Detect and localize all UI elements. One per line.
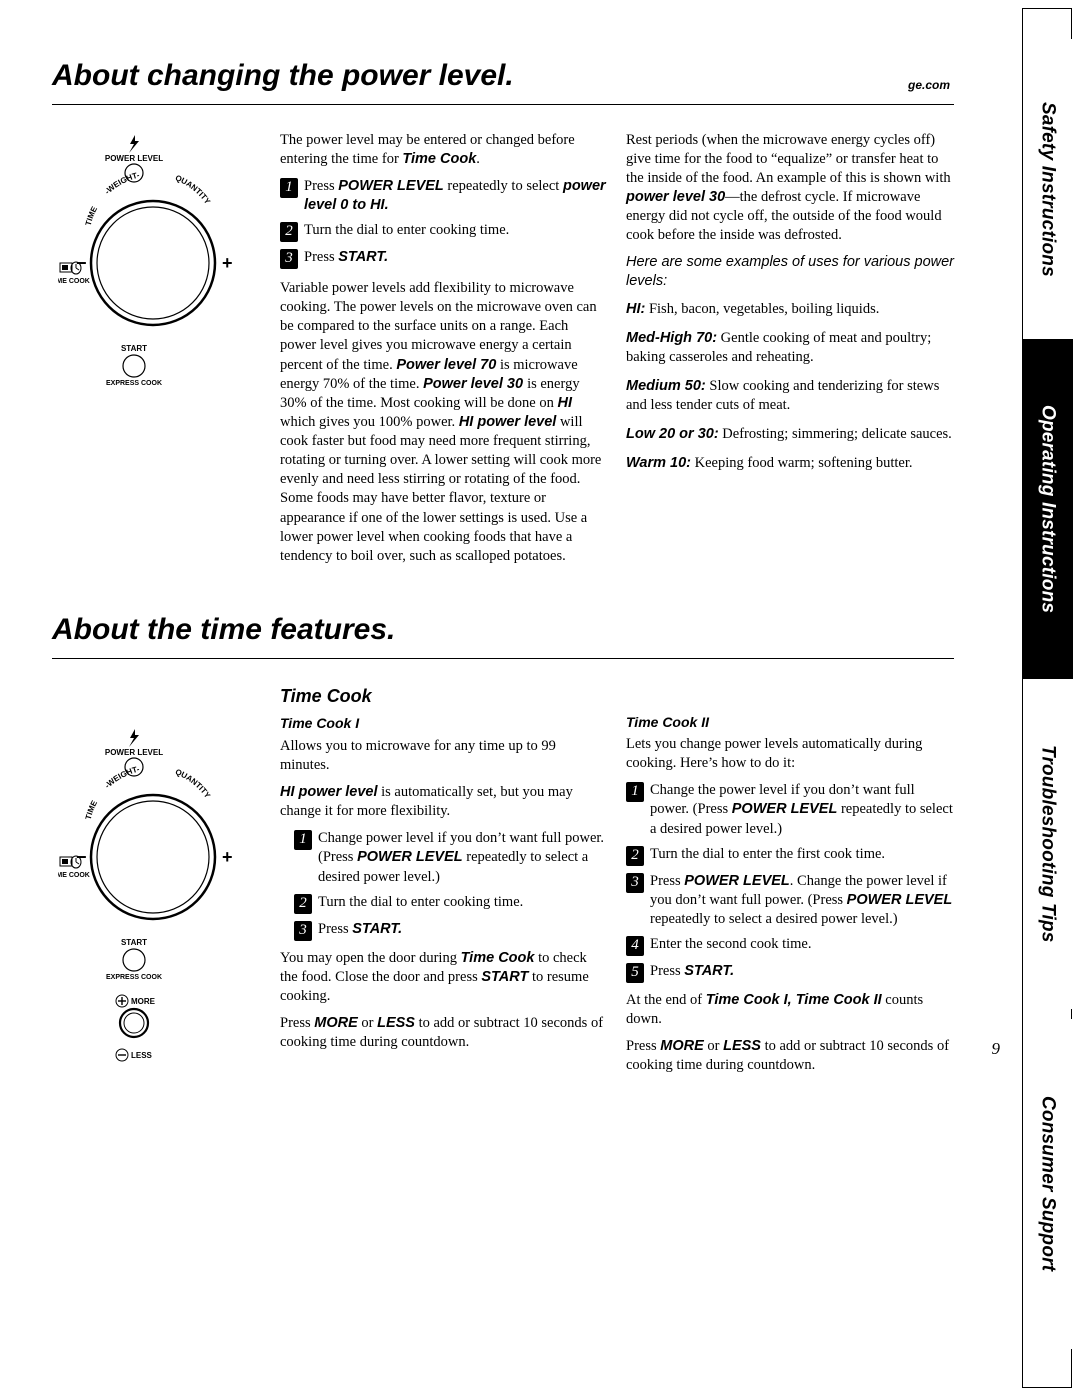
svg-text:−: −: [76, 253, 87, 273]
step: 5Press START.: [626, 962, 954, 983]
manual-page: About changing the power level. ge.com P…: [0, 0, 1080, 1097]
svg-text:-WEIGHT-: -WEIGHT-: [103, 170, 141, 196]
tc2-p1: Lets you change power levels automatical…: [626, 735, 954, 773]
power-level-item: Warm 10: Keeping food warm; softening bu…: [626, 454, 954, 473]
section2-columns: POWER LEVEL TIME -WEIGHT- QUANTITY − + T…: [52, 685, 954, 1097]
svg-text:EXPRESS COOK: EXPRESS COOK: [106, 974, 162, 981]
section1-right-text: Rest periods (when the microwave energy …: [626, 131, 954, 574]
rest-periods-paragraph: Rest periods (when the microwave energy …: [626, 131, 954, 246]
step-number-icon: 2: [280, 222, 298, 242]
intro-paragraph: The power level may be entered or change…: [280, 131, 608, 169]
step-number-icon: 1: [626, 782, 644, 802]
sidebar-tab: Safety Instructions: [1023, 39, 1073, 339]
time-cook-1-column: Time Cook Time Cook I Allows you to micr…: [280, 685, 608, 1097]
step-number-icon: 3: [626, 873, 644, 893]
step: 3Press START.: [294, 920, 608, 941]
step-number-icon: 1: [280, 178, 298, 198]
time-cook-2-column: Time Cook II Lets you change power level…: [626, 685, 954, 1097]
section1-left-text: The power level may be entered or change…: [280, 131, 608, 574]
time-cook-heading: Time Cook: [280, 685, 608, 709]
step-2: 2 Turn the dial to enter cooking time.: [280, 221, 608, 242]
step-1: 1 Press POWER LEVEL repeatedly to select…: [280, 177, 608, 215]
svg-text:+: +: [222, 253, 233, 273]
control-diagram-1: POWER LEVEL TIME -WEIGHT- QUANTITY − +: [52, 131, 262, 574]
power-level-item: Med-High 70: Gentle cooking of meat and …: [626, 329, 954, 367]
sidebar-tab: Consumer Support: [1023, 1019, 1073, 1349]
step: 3Press POWER LEVEL. Change the power lev…: [626, 872, 954, 929]
step-number-icon: 4: [626, 936, 644, 956]
svg-text:QUANTITY: QUANTITY: [174, 767, 213, 800]
step: 4Enter the second cook time.: [626, 935, 954, 956]
section-title-power-level: About changing the power level. ge.com: [52, 56, 954, 105]
flexibility-paragraph: Variable power levels add flexibility to…: [280, 279, 608, 566]
svg-text:MORE: MORE: [131, 997, 156, 1006]
step-number-icon: 5: [626, 963, 644, 983]
sidebar-tabs: Safety InstructionsOperating Instruction…: [1022, 8, 1072, 1388]
svg-text:TIME COOK: TIME COOK: [58, 278, 90, 285]
sidebar-tab: Operating Instructions: [1023, 339, 1073, 679]
tc1-p3: You may open the door during Time Cook t…: [280, 949, 608, 1006]
step: 1Change power level if you don’t want fu…: [294, 829, 608, 886]
power-level-item: Low 20 or 30: Defrosting; simmering; del…: [626, 425, 954, 444]
step: 1Change the power level if you don’t wan…: [626, 781, 954, 838]
step-number-icon: 1: [294, 830, 312, 850]
step-3: 3 Press START.: [280, 248, 608, 269]
step: 2Turn the dial to enter cooking time.: [294, 893, 608, 914]
step-number-icon: 3: [280, 249, 298, 269]
svg-text:START: START: [121, 344, 147, 353]
svg-text:EXPRESS COOK: EXPRESS COOK: [106, 380, 162, 387]
tc2-p3: Press MORE or LESS to add or subtract 10…: [626, 1037, 954, 1075]
svg-text:LESS: LESS: [131, 1051, 153, 1060]
section1-columns: POWER LEVEL TIME -WEIGHT- QUANTITY − +: [52, 131, 954, 574]
svg-text:TIME: TIME: [84, 798, 100, 820]
examples-intro: Here are some examples of uses for vario…: [626, 253, 954, 291]
power-level-label: POWER LEVEL: [105, 154, 163, 163]
page-number: 9: [992, 1038, 1001, 1060]
svg-text:POWER LEVEL: POWER LEVEL: [105, 748, 163, 757]
svg-text:QUANTITY: QUANTITY: [174, 173, 213, 206]
svg-text:-WEIGHT-: -WEIGHT-: [103, 764, 141, 790]
power-level-item: HI: Fish, bacon, vegetables, boiling liq…: [626, 300, 954, 319]
step-number-icon: 2: [626, 846, 644, 866]
sidebar-tab: Troubleshooting Tips: [1023, 679, 1073, 1009]
svg-text:+: +: [222, 847, 233, 867]
section-title-time-features: About the time features.: [52, 610, 954, 659]
tc1-p2: HI power level is automatically set, but…: [280, 783, 608, 821]
svg-text:START: START: [121, 938, 147, 947]
svg-text:TIME: TIME: [84, 204, 100, 226]
ge-com-link: ge.com: [908, 78, 950, 94]
power-level-item: Medium 50: Slow cooking and tenderizing …: [626, 377, 954, 415]
tc1-p4: Press MORE or LESS to add or subtract 10…: [280, 1014, 608, 1052]
tc2-p2: At the end of Time Cook I, Time Cook II …: [626, 991, 954, 1029]
time-cook-2-subhead: Time Cook II: [626, 713, 954, 731]
title-text: About changing the power level.: [52, 59, 514, 92]
step-number-icon: 2: [294, 894, 312, 914]
tc1-p1: Allows you to microwave for any time up …: [280, 737, 608, 775]
step-number-icon: 3: [294, 921, 312, 941]
control-diagram-2: POWER LEVEL TIME -WEIGHT- QUANTITY − + T…: [52, 685, 262, 1097]
time-cook-1-subhead: Time Cook I: [280, 714, 608, 732]
svg-text:TIME COOK: TIME COOK: [58, 872, 90, 879]
step: 2Turn the dial to enter the first cook t…: [626, 845, 954, 866]
svg-text:−: −: [76, 847, 87, 867]
